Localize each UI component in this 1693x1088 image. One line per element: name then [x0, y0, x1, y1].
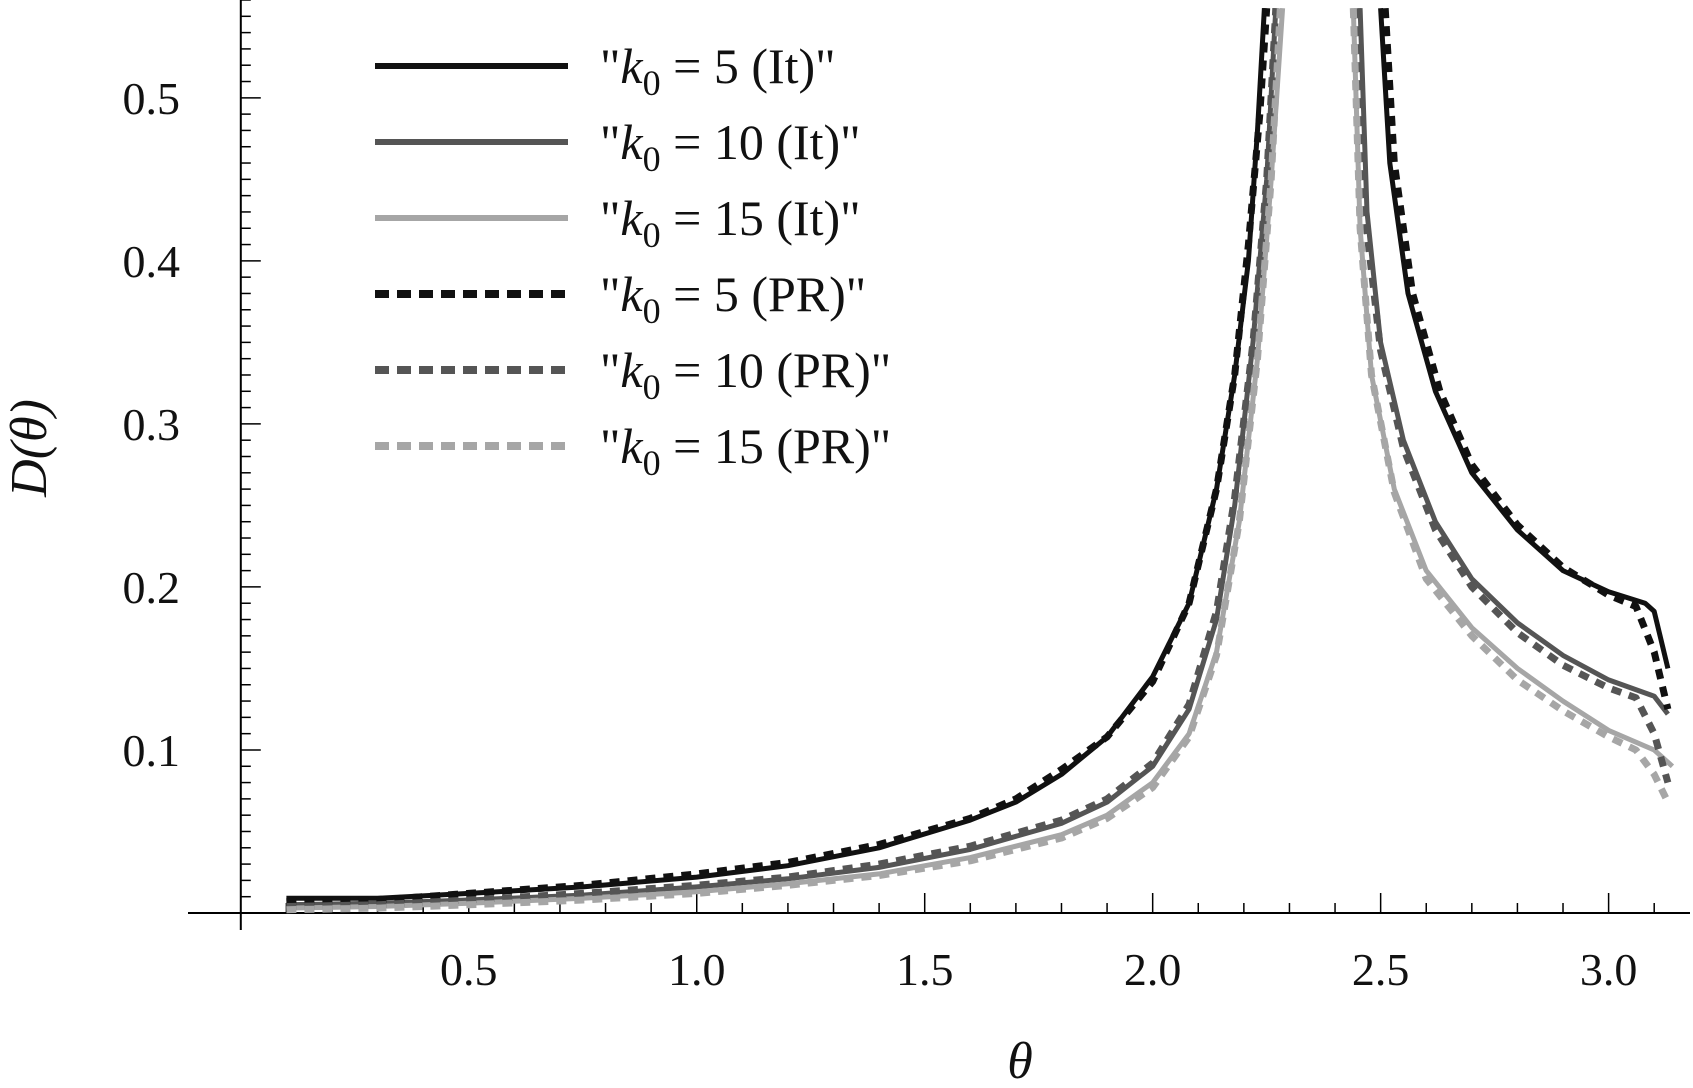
legend-label: "k0 = 5 (It)"	[600, 38, 836, 103]
y-tick-label: 0.3	[123, 399, 181, 450]
series-line	[1381, 7, 1672, 711]
legend: "k0 = 5 (It)" "k0 = 10 (It)" "k0 = 15 (It)…	[375, 38, 891, 483]
series-line	[286, 8, 1284, 914]
legend-label: "k0 = 15 (It)"	[600, 190, 861, 255]
x-tick-label: 1.0	[668, 944, 726, 995]
series-line	[286, 7, 1271, 906]
legend-label: "k0 = 10 (It)"	[600, 114, 861, 179]
y-tick-label: 0.5	[123, 73, 181, 124]
series-line	[1354, 8, 1672, 784]
legend-item: "k0 = 10 (PR)"	[375, 342, 891, 407]
legend-item: "k0 = 5 (It)"	[375, 38, 836, 103]
series-6	[286, 8, 1672, 914]
legend-item: "k0 = 15 (It)"	[375, 190, 861, 255]
series-line	[1378, 8, 1671, 669]
series-line	[286, 8, 1280, 910]
x-axis-title: θ	[1007, 1033, 1033, 1088]
legend-label: "k0 = 15 (PR)"	[600, 418, 891, 483]
tick-labels: 0.5 1.0 1.5 2.0 2.5 3.0 0.1 0.2 0.3 0.4 0.5	[123, 73, 1638, 995]
legend-item: "k0 = 5 (PR)"	[375, 266, 866, 331]
legend-label: "k0 = 5 (PR)"	[600, 266, 866, 331]
series-line	[1349, 8, 1672, 804]
x-tick-label: 1.5	[896, 944, 954, 995]
series-4	[286, 7, 1672, 906]
x-tick-label: 0.5	[440, 944, 498, 995]
legend-label: "k0 = 10 (PR)"	[600, 342, 891, 407]
legend-item: "k0 = 15 (PR)"	[375, 418, 891, 483]
x-tick-label: 3.0	[1580, 944, 1638, 995]
axes	[188, 0, 1690, 930]
legend-item: "k0 = 10 (It)"	[375, 114, 861, 179]
series-group	[286, 7, 1675, 914]
x-tick-label: 2.5	[1352, 944, 1410, 995]
series-line	[1350, 8, 1675, 769]
series-5	[286, 8, 1672, 910]
x-tick-label: 2.0	[1124, 944, 1182, 995]
series-line	[1357, 8, 1670, 716]
y-axis-title: D(θ)	[1, 399, 58, 498]
y-tick-label: 0.1	[123, 725, 181, 776]
ticks	[240, 0, 1655, 913]
y-tick-label: 0.2	[123, 562, 181, 613]
y-tick-label: 0.4	[123, 236, 181, 287]
